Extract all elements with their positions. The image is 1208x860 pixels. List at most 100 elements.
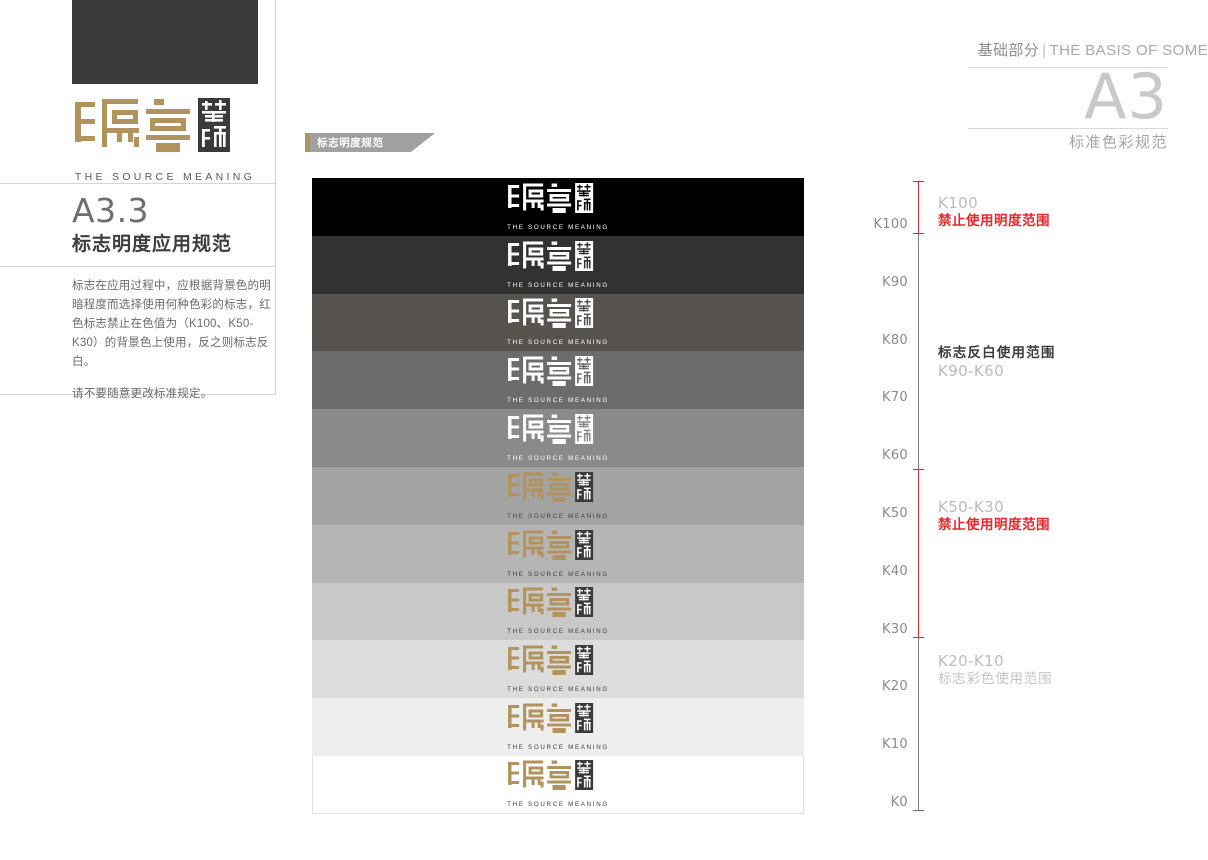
logo-mark-icon	[508, 356, 594, 387]
scale-label-k100: K100	[873, 217, 908, 232]
scale-tick-4	[913, 637, 924, 638]
logo-tagline: THE SOURCE MEANING	[507, 512, 609, 520]
logo-mark-icon	[508, 529, 594, 560]
swatch-band-k30: THE SOURCE MEANING	[312, 582, 804, 641]
logo-mark-icon	[75, 98, 230, 152]
logo-tagline: THE SOURCE MEANING	[507, 339, 609, 347]
logo-tagline: THE SOURCE MEANING	[507, 628, 609, 636]
note-text: 标志反白使用范围	[938, 345, 1056, 360]
sidebar-logo: THE SOURCE MEANING	[72, 98, 258, 183]
logo-mark-icon	[508, 182, 594, 213]
logo-tagline: THE SOURCE MEANING	[507, 801, 609, 809]
scale-label-k90: K90	[882, 274, 908, 290]
logo-mark-icon	[508, 587, 594, 618]
scale-tick-3	[913, 469, 924, 470]
tab-label: 标志明度规范	[317, 137, 384, 149]
scale-label-k50: K50	[882, 506, 908, 521]
page-title-number: A3.3	[72, 191, 150, 230]
band-logo: THE SOURCE MEANING	[507, 645, 609, 693]
swatch-band-k50: THE SOURCE MEANING	[312, 466, 804, 525]
logo-mark-icon	[508, 298, 594, 329]
logo-mark-icon	[508, 703, 594, 734]
scale-note-k20-k10: K20-K10 标志彩色使用范围	[938, 652, 1052, 688]
brand-block: THE SOURCE MEANING	[72, 0, 258, 183]
logo-tagline: THE SOURCE MEANING	[507, 686, 609, 694]
logo-mark-icon	[508, 760, 594, 791]
swatch-band-k100: THE SOURCE MEANING	[312, 178, 804, 236]
breadcrumb-divider: |	[1042, 42, 1047, 59]
swatch-band-k60: THE SOURCE MEANING	[312, 409, 804, 467]
note-text: 标志彩色使用范围	[938, 671, 1053, 686]
logo-tagline: THE SOURCE MEANING	[507, 570, 609, 578]
divider-top	[0, 183, 276, 184]
logo-mark-icon	[508, 240, 594, 271]
note-text: 禁止使用明度范围	[938, 213, 1050, 228]
scale-label-k30: K30	[882, 621, 908, 637]
brightness-scale: K100 K90 K80 K70 K60 K50 K40 K30 K20 K10 K0 K100 禁止使…	[860, 178, 1200, 818]
band-logo: THE SOURCE MEANING	[507, 356, 609, 404]
tab-accent-bar	[305, 133, 310, 152]
swatch-band-k10: THE SOURCE MEANING	[312, 698, 804, 756]
header-code: A3	[1084, 60, 1168, 133]
breadcrumb-cn: 基础部分	[977, 42, 1040, 59]
note-text: 禁止使用明度范围	[938, 517, 1050, 532]
logo-mark-icon	[508, 645, 594, 676]
logo-mark-icon	[508, 471, 594, 502]
logo-tagline: THE SOURCE MEANING	[507, 455, 609, 463]
tab-tail-shape	[411, 133, 435, 152]
scale-tick-2	[913, 233, 924, 234]
note-range: K20-K10	[938, 652, 1005, 670]
scale-red-segment-1	[918, 181, 919, 233]
breadcrumb: 基础部分 | THE BASIS OF SOME	[978, 39, 1208, 60]
band-logo: THE SOURCE MEANING	[507, 471, 609, 520]
scale-label-k40: K40	[882, 563, 908, 579]
swatch-band-k20: THE SOURCE MEANING	[312, 640, 804, 699]
swatch-band-k40: THE SOURCE MEANING	[312, 524, 804, 583]
scale-label-k20: K20	[882, 679, 908, 695]
brand-dark-swatch	[72, 0, 258, 84]
note-range: K50-K30	[938, 498, 1005, 516]
scale-label-k60: K60	[882, 448, 908, 464]
band-logo: THE SOURCE MEANING	[507, 529, 609, 578]
band-logo: THE SOURCE MEANING	[507, 182, 609, 231]
logo-tagline: THE SOURCE MEANING	[507, 223, 609, 231]
logo-tagline: THE SOURCE MEANING	[507, 397, 609, 405]
swatch-band-k80: THE SOURCE MEANING	[312, 293, 804, 352]
sidebar: THE SOURCE MEANING A3.3 标志明度应用规范 标志在应用过程…	[0, 0, 276, 860]
swatch-band-k70: THE SOURCE MEANING	[312, 351, 804, 410]
section-tab[interactable]: 标志明度规范	[305, 133, 411, 152]
header-subtitle: 标准色彩规范	[1068, 134, 1168, 151]
divider-bottom	[0, 394, 276, 395]
scale-label-k10: K10	[882, 737, 908, 753]
note-range: K100	[938, 194, 979, 212]
scale-label-k80: K80	[882, 332, 908, 348]
swatch-stack: THE SOURCE MEANING	[312, 178, 804, 814]
logo-tagline: THE SOURCE MEANING	[74, 171, 256, 183]
scale-note-k50-k30: K50-K30 禁止使用明度范围	[938, 498, 1050, 534]
band-logo: THE SOURCE MEANING	[507, 414, 609, 462]
swatch-band-k0: THE SOURCE MEANING	[312, 755, 804, 814]
logo-tagline: THE SOURCE MEANING	[507, 744, 609, 752]
page-title: 标志明度应用规范	[72, 234, 233, 255]
scale-red-segment-2	[918, 469, 919, 637]
divider-mid	[0, 266, 276, 267]
description-paragraph-2: 请不要随意更改标准规定。	[72, 388, 213, 400]
breadcrumb-en: THE BASIS OF SOME	[1049, 42, 1208, 59]
band-logo: THE SOURCE MEANING	[507, 587, 609, 635]
note-range: K90-K60	[938, 362, 1005, 380]
scale-label-k0: K0	[890, 795, 908, 810]
band-logo: THE SOURCE MEANING	[507, 703, 609, 751]
band-logo: THE SOURCE MEANING	[507, 760, 609, 808]
header-rule-top	[968, 67, 1168, 68]
page-header: 基础部分 | THE BASIS OF SOME A3 标准色彩规范	[868, 0, 1208, 160]
band-logo: THE SOURCE MEANING	[507, 298, 609, 346]
scale-note-k100: K100 禁止使用明度范围	[938, 194, 1050, 230]
logo-mark-icon	[508, 414, 594, 445]
scale-label-k70: K70	[882, 390, 908, 406]
band-logo: THE SOURCE MEANING	[507, 240, 609, 289]
sidebar-vertical-divider	[275, 0, 276, 394]
scale-tick-1	[913, 181, 924, 182]
sidebar-description: 标志在应用过程中，应根据背景色的明暗程度而选择使用何种色彩的标志，红色标志禁止在…	[72, 277, 276, 417]
swatch-band-k90: THE SOURCE MEANING	[312, 235, 804, 294]
